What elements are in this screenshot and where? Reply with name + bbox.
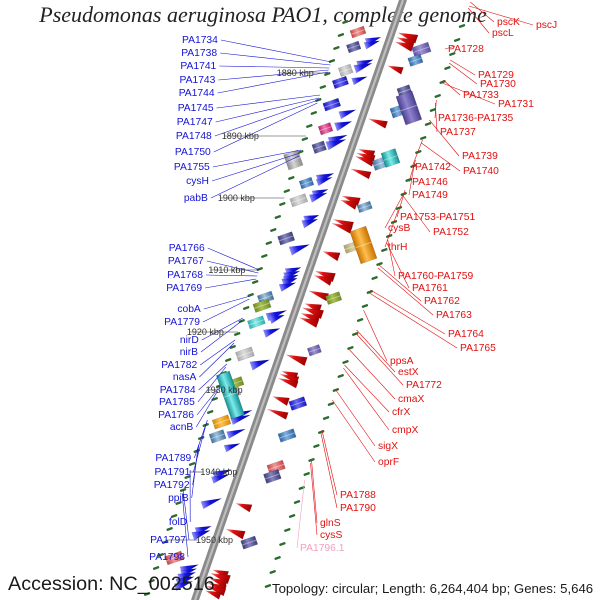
svg-text:PA1742: PA1742: [415, 162, 451, 173]
svg-text:PA1736-PA1735: PA1736-PA1735: [438, 113, 513, 124]
svg-text:PA1760-PA1759: PA1760-PA1759: [398, 271, 473, 282]
svg-text:PA1738: PA1738: [181, 48, 217, 59]
svg-text:PA1753-PA1751: PA1753-PA1751: [400, 212, 475, 223]
svg-text:PA1792: PA1792: [154, 480, 190, 491]
svg-text:estX: estX: [398, 367, 419, 378]
svg-text:PA1769: PA1769: [166, 283, 202, 294]
svg-text:PA1797: PA1797: [150, 535, 186, 546]
svg-text:PA1743: PA1743: [180, 75, 216, 86]
svg-text:PA1764: PA1764: [448, 329, 484, 340]
svg-text:PA1740: PA1740: [463, 166, 499, 177]
svg-text:ppiB: ppiB: [168, 493, 189, 504]
svg-text:PA1768: PA1768: [167, 270, 203, 281]
svg-text:PA1745: PA1745: [178, 103, 214, 114]
svg-text:oprF: oprF: [378, 457, 399, 468]
svg-text:PA1785: PA1785: [159, 397, 195, 408]
svg-text:PA1790: PA1790: [340, 503, 376, 514]
svg-text:cfrX: cfrX: [392, 407, 410, 418]
svg-text:PA1766: PA1766: [169, 243, 205, 254]
svg-text:pscJ: pscJ: [536, 20, 557, 31]
svg-text:PA1728: PA1728: [448, 44, 484, 55]
svg-text:PA1767: PA1767: [168, 256, 204, 267]
svg-text:PA1747: PA1747: [177, 117, 213, 128]
svg-text:PA1791: PA1791: [155, 467, 191, 478]
svg-text:PA1784: PA1784: [160, 385, 196, 396]
svg-text:PA1748: PA1748: [176, 131, 212, 142]
svg-text:PA1744: PA1744: [179, 88, 215, 99]
svg-text:PA1762: PA1762: [424, 296, 460, 307]
svg-text:PA1782: PA1782: [161, 360, 197, 371]
svg-text:1940 kbp: 1940 kbp: [200, 467, 237, 477]
svg-text:PA1755: PA1755: [174, 162, 210, 173]
svg-text:cmaX: cmaX: [398, 394, 424, 405]
svg-text:PA1731: PA1731: [498, 99, 534, 110]
svg-text:nasA: nasA: [173, 372, 197, 383]
svg-text:cysS: cysS: [320, 530, 342, 541]
svg-text:cysH: cysH: [186, 176, 209, 187]
svg-text:PA1750: PA1750: [175, 147, 211, 158]
svg-text:nirB: nirB: [180, 347, 198, 358]
svg-text:cmpX: cmpX: [392, 425, 418, 436]
svg-text:1920 kbp: 1920 kbp: [187, 327, 224, 337]
svg-text:PA1746: PA1746: [412, 177, 448, 188]
svg-text:PA1752: PA1752: [433, 227, 469, 238]
svg-text:pabB: pabB: [184, 193, 208, 204]
svg-text:PA1734: PA1734: [182, 35, 218, 46]
svg-text:PA1737: PA1737: [440, 127, 476, 138]
svg-text:PA1749: PA1749: [412, 190, 448, 201]
svg-text:PA1765: PA1765: [460, 343, 496, 354]
svg-text:sigX: sigX: [378, 441, 398, 452]
svg-text:1880 kbp: 1880 kbp: [277, 68, 314, 78]
svg-text:PA1772: PA1772: [406, 380, 442, 391]
svg-text:PA1761: PA1761: [412, 283, 448, 294]
svg-text:PA1741: PA1741: [180, 61, 216, 72]
svg-text:PA1739: PA1739: [462, 151, 498, 162]
svg-text:1900 kbp: 1900 kbp: [218, 193, 255, 203]
svg-text:1890 kbp: 1890 kbp: [222, 131, 259, 141]
svg-text:pscL: pscL: [492, 28, 514, 39]
svg-text:PA1786: PA1786: [158, 410, 194, 421]
svg-text:PA1796.1: PA1796.1: [300, 543, 345, 554]
svg-text:PA1733: PA1733: [463, 90, 499, 101]
svg-text:acnB: acnB: [170, 422, 194, 433]
svg-text:glnS: glnS: [320, 518, 341, 529]
svg-text:PA1788: PA1788: [340, 490, 376, 501]
svg-text:1910 kbp: 1910 kbp: [208, 265, 245, 275]
svg-text:cobA: cobA: [177, 304, 201, 315]
svg-text:PA1730: PA1730: [480, 79, 516, 90]
svg-text:PA1798: PA1798: [149, 552, 185, 563]
svg-text:PA1789: PA1789: [155, 453, 191, 464]
svg-text:1930 kbp: 1930 kbp: [206, 385, 243, 395]
svg-text:PA1763: PA1763: [436, 310, 472, 321]
svg-text:pscK: pscK: [497, 17, 520, 28]
svg-text:ppsA: ppsA: [390, 356, 414, 367]
svg-text:1950 kbp: 1950 kbp: [196, 535, 233, 545]
